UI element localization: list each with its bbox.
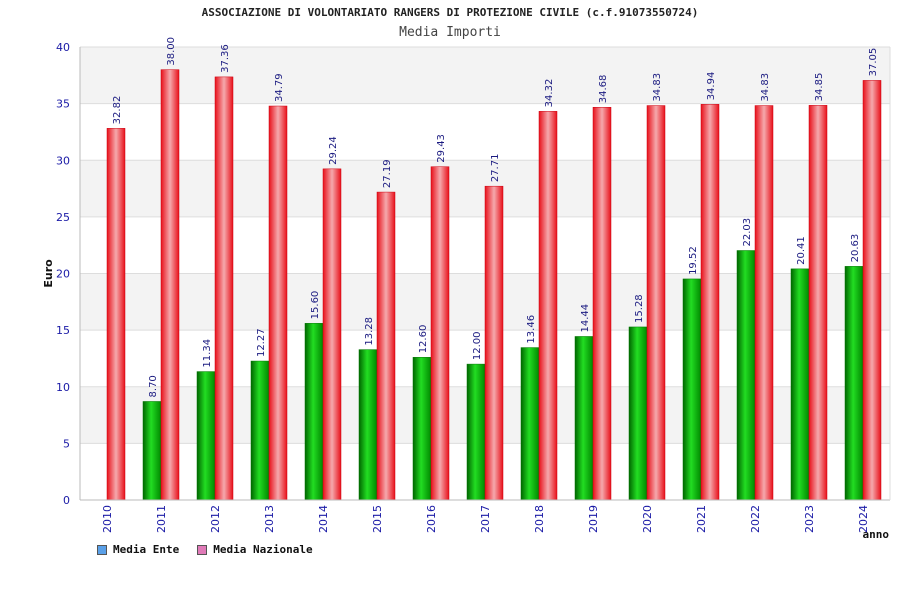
data-label: 20.41 <box>796 236 807 265</box>
x-tick-label: 2023 <box>803 505 816 533</box>
chart-title: ASSOCIAZIONE DI VOLONTARIATO RANGERS DI … <box>201 6 699 19</box>
data-label: 12.60 <box>418 325 429 354</box>
data-label: 34.94 <box>706 72 717 101</box>
x-tick-label: 2015 <box>371 505 384 533</box>
y-tick-label: 5 <box>63 437 70 450</box>
bar-media-ente <box>844 266 864 501</box>
y-tick-label: 35 <box>56 98 70 111</box>
x-tick-label: 2021 <box>695 505 708 533</box>
bar-media-nazionale <box>592 106 612 501</box>
bar-media-ente <box>790 268 810 501</box>
bar-media-nazionale <box>106 128 126 501</box>
data-label: 12.27 <box>256 328 267 357</box>
x-tick-label: 2017 <box>479 505 492 533</box>
bar-media-nazionale <box>214 76 234 501</box>
bar-media-ente <box>142 401 162 501</box>
x-tick-label: 2018 <box>533 505 546 533</box>
x-tick-label: 2022 <box>749 505 762 533</box>
x-tick-label: 2016 <box>425 505 438 533</box>
bar-media-nazionale <box>754 105 774 501</box>
bar-media-ente <box>250 360 270 501</box>
y-tick-label: 40 <box>56 41 70 54</box>
x-tick-label: 2012 <box>209 505 222 533</box>
bar-media-ente <box>520 347 540 501</box>
x-tick-label: 2024 <box>857 505 870 533</box>
legend-label-nazionale: Media Nazionale <box>213 543 313 556</box>
bar-media-nazionale <box>268 105 288 501</box>
data-label: 34.85 <box>814 73 825 102</box>
legend-swatch-ente <box>97 544 107 555</box>
data-label: 34.32 <box>544 79 555 108</box>
data-label: 19.52 <box>688 246 699 275</box>
bar-media-nazionale <box>322 168 342 501</box>
data-label: 8.70 <box>148 375 159 397</box>
y-tick-label: 10 <box>56 381 70 394</box>
data-label: 32.82 <box>112 96 123 125</box>
x-tick-label: 2010 <box>101 505 114 533</box>
bar-media-ente <box>682 278 702 501</box>
y-tick-label: 30 <box>56 154 70 167</box>
data-label: 34.83 <box>760 73 771 102</box>
data-label: 13.28 <box>364 317 375 346</box>
bar-media-ente <box>412 357 432 501</box>
x-tick-label: 2013 <box>263 505 276 533</box>
bar-media-nazionale <box>700 104 720 501</box>
bar-media-ente <box>736 250 756 501</box>
data-label: 29.24 <box>328 136 339 165</box>
bar-media-ente <box>196 371 216 501</box>
legend: Media Ente Media Nazionale <box>97 543 313 556</box>
data-label: 22.03 <box>742 218 753 247</box>
x-tick-label: 2011 <box>155 505 168 533</box>
data-label: 38.00 <box>166 37 177 66</box>
data-label: 11.34 <box>202 339 213 368</box>
bar-media-ente <box>574 336 594 501</box>
bar-media-nazionale <box>160 69 180 501</box>
data-label: 14.44 <box>580 304 591 333</box>
data-label: 37.36 <box>220 44 231 73</box>
y-tick-label: 15 <box>56 324 70 337</box>
data-label: 34.83 <box>652 73 663 102</box>
data-label: 27.71 <box>490 154 501 183</box>
x-tick-label: 2019 <box>587 505 600 533</box>
x-axis-label: anno <box>863 528 890 541</box>
bar-media-nazionale <box>862 80 882 501</box>
legend-item-ente: Media Ente <box>97 543 179 556</box>
y-tick-label: 20 <box>56 268 70 281</box>
bar-media-ente <box>628 326 648 501</box>
data-label: 15.60 <box>310 291 321 320</box>
data-label: 15.28 <box>634 294 645 323</box>
data-label: 34.79 <box>274 73 285 102</box>
bar-media-nazionale <box>430 166 450 501</box>
bar-media-ente <box>466 363 486 501</box>
data-label: 13.46 <box>526 315 537 344</box>
data-label: 29.43 <box>436 134 447 163</box>
y-tick-label: 0 <box>63 494 70 507</box>
bar-media-nazionale <box>646 105 666 501</box>
x-tick-label: 2014 <box>317 505 330 533</box>
y-axis-label: Euro <box>42 259 55 288</box>
chart-subtitle: Media Importi <box>399 25 501 40</box>
legend-swatch-nazionale <box>197 544 208 555</box>
legend-item-nazionale: Media Nazionale <box>197 543 313 556</box>
bar-media-ente <box>304 323 324 501</box>
data-label: 34.68 <box>598 75 609 104</box>
bar-media-nazionale <box>376 191 396 501</box>
bar-media-nazionale <box>484 185 504 501</box>
bar-media-nazionale <box>538 111 558 501</box>
x-tick-label: 2020 <box>641 505 654 533</box>
data-label: 37.05 <box>868 48 879 77</box>
bar-media-ente <box>358 349 378 501</box>
data-label: 20.63 <box>850 234 861 263</box>
bar-media-nazionale <box>808 105 828 501</box>
data-label: 12.00 <box>472 331 483 360</box>
legend-label-ente: Media Ente <box>113 543 180 556</box>
data-label: 27.19 <box>382 159 393 188</box>
y-tick-label: 25 <box>56 211 70 224</box>
